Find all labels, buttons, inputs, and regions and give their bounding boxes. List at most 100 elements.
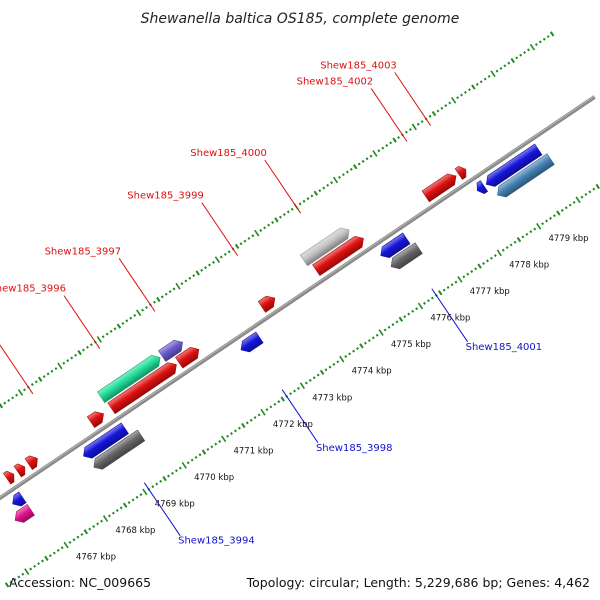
reverse-scale-tick: [230, 432, 233, 435]
gene-feature[interactable]: [9, 491, 27, 509]
forward-scale-tick: [345, 170, 349, 174]
gene-feature[interactable]: [299, 225, 353, 267]
gene-label[interactable]: Shew185_4000: [190, 148, 267, 159]
forward-scale-tick: [302, 199, 306, 203]
forward-scale-tick: [416, 122, 420, 126]
gene-feature[interactable]: [107, 359, 180, 415]
reverse-scale-tick: [450, 283, 454, 287]
forward-scale-tick: [534, 43, 538, 47]
gene-feature[interactable]: [13, 461, 28, 478]
gene-feature[interactable]: [388, 242, 423, 272]
reverse-scale-tick: [29, 567, 33, 571]
forward-scale-tick: [188, 276, 192, 280]
reverse-scale-tick: [426, 299, 430, 303]
gene-label[interactable]: Shew185_3999: [127, 191, 204, 202]
gene-feature[interactable]: [158, 337, 186, 362]
gene-label[interactable]: Shew185_3997: [45, 246, 122, 257]
forward-scale-tick: [523, 51, 527, 54]
gene-label[interactable]: Shew185_3994: [178, 536, 255, 547]
gene-feature[interactable]: [97, 352, 163, 404]
gene-feature[interactable]: [257, 293, 278, 313]
gene-arrow: [257, 295, 276, 313]
forward-scale-tick: [529, 43, 536, 51]
reverse-scale-tick: [111, 511, 115, 515]
forward-scale-tick: [204, 266, 208, 270]
reverse-scale-tick: [536, 222, 542, 230]
reverse-scale-tick: [344, 355, 348, 358]
forward-scale-tick: [259, 228, 263, 232]
reverse-scale-tick: [398, 316, 404, 322]
gene-feature[interactable]: [237, 331, 264, 355]
gene-feature[interactable]: [421, 171, 460, 203]
reverse-scale-tick: [139, 493, 143, 497]
reverse-scale-tick: [371, 336, 375, 340]
reverse-scale-tick: [299, 382, 306, 390]
reverse-scale-tick: [293, 389, 296, 393]
gene-feature[interactable]: [80, 422, 129, 462]
map-title: Shewanella baltica OS185, complete genom…: [141, 11, 460, 27]
reverse-scale-tick: [332, 362, 336, 366]
label-leader: [63, 295, 101, 349]
gene-feature[interactable]: [175, 344, 203, 369]
reverse-scale-tick: [122, 502, 128, 508]
forward-scale-tick: [251, 234, 255, 238]
label-leader: [370, 88, 408, 142]
reverse-scale-tick: [210, 445, 214, 449]
kbp-label: 4779 kbp: [549, 234, 589, 244]
reverse-scale-tick: [60, 546, 64, 550]
gene-feature[interactable]: [11, 503, 35, 525]
gene-label[interactable]: Shew185_3998: [316, 443, 393, 454]
reverse-scale-tick: [575, 196, 581, 204]
forward-scale-tick: [184, 279, 188, 283]
forward-scale-tick: [444, 104, 448, 108]
reverse-scale-tick: [442, 288, 446, 292]
forward-scale-tick: [487, 74, 491, 78]
reverse-scale-tick: [556, 210, 561, 216]
forward-scale-tick: [420, 120, 424, 124]
reverse-scale-tick: [33, 564, 37, 568]
gene-feature[interactable]: [483, 143, 543, 190]
gene-feature[interactable]: [86, 408, 107, 428]
forward-scale-tick: [408, 128, 412, 132]
reverse-scale-tick: [549, 216, 552, 220]
gene-label[interactable]: Shew185_3996: [0, 284, 66, 295]
forward-scale-tick: [267, 223, 271, 227]
gene-feature[interactable]: [474, 180, 489, 196]
reverse-scale-tick: [308, 378, 312, 382]
gene-arrow: [497, 153, 555, 198]
forward-scale-tick: [436, 109, 440, 113]
forward-scale-tick: [290, 207, 294, 211]
gene-label[interactable]: Shew185_4003: [320, 60, 397, 71]
gene-feature[interactable]: [494, 153, 555, 201]
forward-scale-tick: [17, 389, 24, 396]
gene-feature[interactable]: [377, 232, 411, 261]
forward-scale-tick: [192, 274, 196, 278]
gene-feature[interactable]: [454, 164, 469, 180]
label-leader: [118, 258, 156, 312]
forward-scale-tick: [369, 154, 373, 158]
kbp-label: 4771 kbp: [233, 446, 273, 456]
gene-feature[interactable]: [90, 429, 146, 473]
reverse-scale-tick: [352, 349, 356, 353]
gene-feature[interactable]: [24, 453, 41, 470]
gene-feature[interactable]: [312, 233, 368, 277]
forward-scale-tick: [431, 110, 437, 117]
gene-feature[interactable]: [3, 469, 17, 485]
reverse-scale-tick: [289, 392, 293, 396]
forward-scale-tick: [101, 335, 105, 339]
forward-scale-tick: [164, 292, 168, 296]
reverse-scale-tick: [37, 562, 41, 566]
forward-scale-tick: [0, 403, 4, 409]
forward-scale-tick: [57, 362, 63, 370]
forward-scale-tick: [42, 375, 46, 379]
reverse-scale-tick: [48, 554, 52, 558]
forward-scale-tick: [332, 176, 339, 184]
forward-scale-tick: [330, 181, 334, 185]
forward-scale-tick: [175, 282, 181, 290]
reverse-scale-tick: [88, 527, 92, 531]
gene-label[interactable]: Shew185_4002: [297, 76, 374, 87]
gene-label[interactable]: Shew185_4001: [466, 342, 543, 353]
reverse-scale-tick: [592, 187, 596, 191]
forward-scale-tick: [326, 183, 330, 187]
forward-scale-tick: [133, 313, 137, 317]
